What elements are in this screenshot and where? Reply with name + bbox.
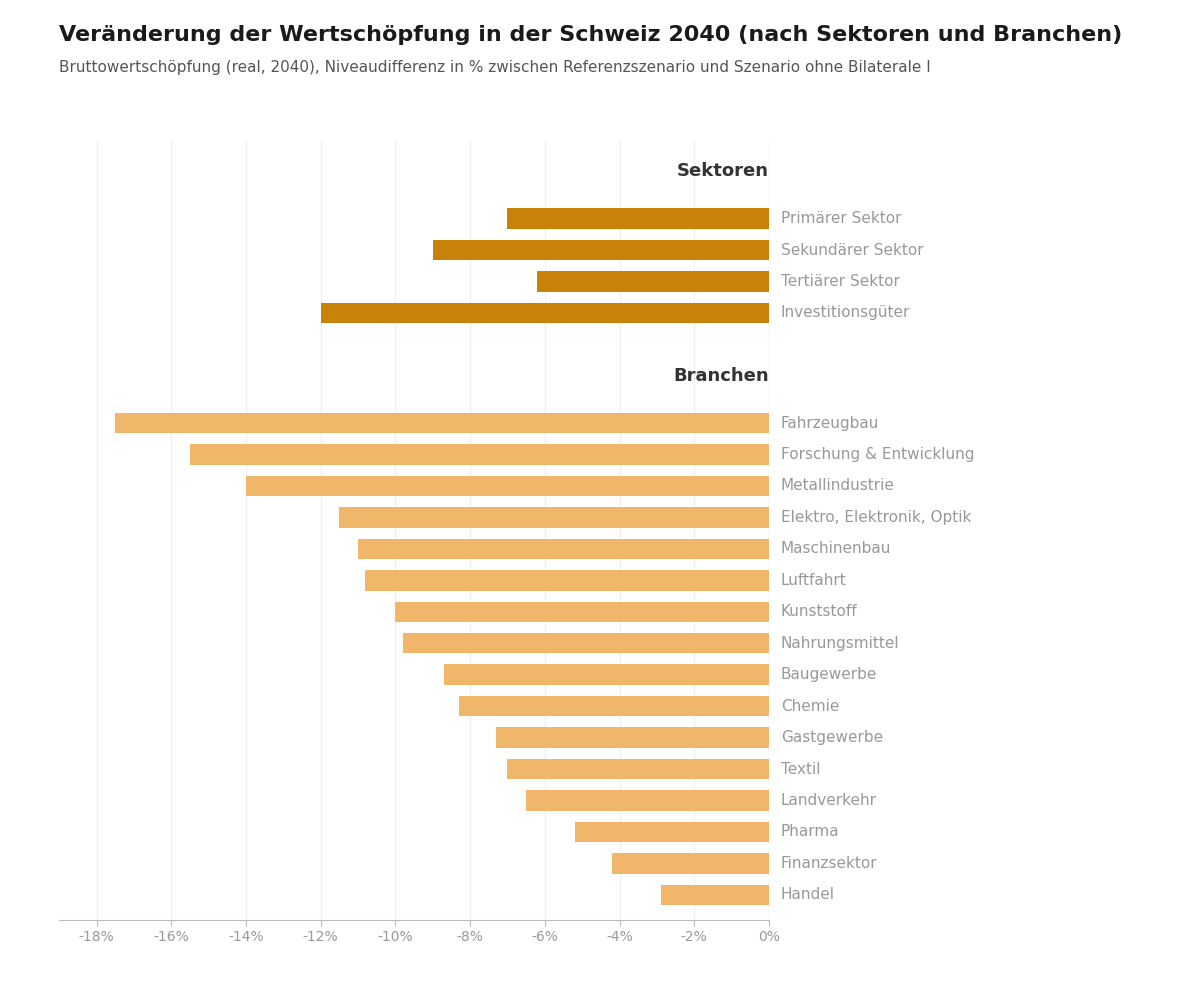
Text: Sekundärer Sektor: Sekundärer Sektor [781,243,924,258]
Text: Textil: Textil [781,762,820,777]
Text: Forschung & Entwicklung: Forschung & Entwicklung [781,447,975,462]
Text: Maschinenbau: Maschinenbau [781,541,891,556]
Bar [444,664,769,685]
Bar [358,539,769,559]
Bar [340,507,769,528]
Text: Primärer Sektor: Primärer Sektor [781,211,901,226]
Text: Chemie: Chemie [781,699,839,714]
Text: Elektro, Elektronik, Optik: Elektro, Elektronik, Optik [781,510,971,525]
Text: Sektoren: Sektoren [677,162,769,180]
Text: Investitionsgüter: Investitionsgüter [781,305,910,320]
Bar [115,413,769,433]
Bar [508,759,769,779]
Text: Handel: Handel [781,887,835,902]
Text: Luftfahrt: Luftfahrt [781,573,847,588]
Text: Veränderung der Wertschöpfung in der Schweiz 2040 (nach Sektoren und Branchen): Veränderung der Wertschöpfung in der Sch… [59,25,1123,45]
Text: Nahrungsmittel: Nahrungsmittel [781,636,899,651]
Bar [366,570,769,591]
Bar [403,633,769,653]
Text: Metallindustrie: Metallindustrie [781,478,894,493]
Bar [612,853,769,874]
Bar [190,444,769,465]
Text: Baugewerbe: Baugewerbe [781,667,877,682]
Text: Tertiärer Sektor: Tertiärer Sektor [781,274,899,289]
Text: Branchen: Branchen [673,367,769,385]
Text: Finanzsektor: Finanzsektor [781,856,878,871]
Bar [459,696,769,716]
Bar [526,790,769,811]
Text: Landverkehr: Landverkehr [781,793,877,808]
Bar [660,885,769,905]
Bar [246,476,769,496]
Bar [508,208,769,229]
Bar [537,271,769,292]
Text: Fahrzeugbau: Fahrzeugbau [781,416,879,431]
Text: Pharma: Pharma [781,824,840,839]
Text: Bruttowertschöpfung (real, 2040), Niveaudifferenz in % zwischen Referenzszenario: Bruttowertschöpfung (real, 2040), Niveau… [59,60,931,75]
Bar [496,727,769,748]
Text: Kunststoff: Kunststoff [781,604,858,619]
Bar [395,602,769,622]
Bar [321,303,769,323]
Text: Gastgewerbe: Gastgewerbe [781,730,883,745]
Bar [575,822,769,842]
Bar [433,240,769,260]
